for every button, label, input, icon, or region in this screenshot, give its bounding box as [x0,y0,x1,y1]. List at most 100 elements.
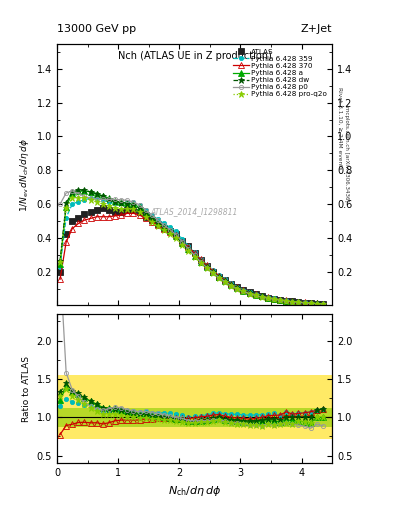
Pythia 6.428 dw [137,205,142,211]
Pythia 6.428 dw [70,189,75,195]
Legend: ATLAS, Pythia 6.428 359, Pythia 6.428 370, Pythia 6.428 a, Pythia 6.428 dw, Pyth: ATLAS, Pythia 6.428 359, Pythia 6.428 37… [231,47,329,99]
Pythia 6.428 370 [149,219,154,225]
Pythia 6.428 pro-q2o [229,283,233,289]
Pythia 6.428 dw [204,264,209,270]
Pythia 6.428 pro-q2o [309,300,313,306]
Pythia 6.428 dw [119,200,123,206]
Pythia 6.428 a [101,193,105,199]
Pythia 6.428 a [235,285,240,291]
Pythia 6.428 a [143,209,148,216]
Pythia 6.428 a [137,204,142,210]
Pythia 6.428 359 [107,199,111,205]
Pythia 6.428 dw [266,294,270,301]
Pythia 6.428 pro-q2o [156,223,160,229]
Line: Pythia 6.428 dw: Pythia 6.428 dw [57,187,327,307]
Pythia 6.428 359 [278,296,283,303]
Pythia 6.428 a [217,274,221,280]
ATLAS [94,207,99,213]
Pythia 6.428 370 [253,291,258,297]
Pythia 6.428 a [76,188,81,195]
Pythia 6.428 a [290,298,295,305]
Pythia 6.428 370 [94,214,99,220]
Pythia 6.428 359 [143,207,148,213]
ATLAS [192,250,197,256]
Pythia 6.428 pro-q2o [272,296,276,303]
Pythia 6.428 dw [82,187,87,193]
Pythia 6.428 dw [76,187,81,193]
Pythia 6.428 a [302,300,307,306]
Pythia 6.428 p0 [204,265,209,271]
Pythia 6.428 a [82,188,87,194]
Pythia 6.428 pro-q2o [94,199,99,205]
Pythia 6.428 370 [296,299,301,305]
ATLAS [70,218,75,224]
Text: mcplots.cern.ch [arXiv:1306.3436]: mcplots.cern.ch [arXiv:1306.3436] [344,106,349,201]
Pythia 6.428 p0 [186,246,191,252]
Pythia 6.428 370 [204,262,209,268]
Pythia 6.428 p0 [314,301,319,307]
Pythia 6.428 a [162,224,166,230]
Pythia 6.428 dw [284,297,288,304]
Pythia 6.428 p0 [266,295,270,301]
Pythia 6.428 p0 [125,197,130,203]
Pythia 6.428 370 [137,212,142,218]
Pythia 6.428 dw [107,196,111,202]
Pythia 6.428 359 [192,249,197,255]
ATLAS [156,221,160,227]
Pythia 6.428 359 [259,292,264,298]
Pythia 6.428 dw [149,216,154,222]
Pythia 6.428 dw [290,298,295,305]
Pythia 6.428 370 [88,216,93,222]
Pythia 6.428 a [284,298,288,304]
ATLAS [223,278,228,284]
Pythia 6.428 p0 [198,259,203,265]
Pythia 6.428 a [58,261,62,267]
Pythia 6.428 pro-q2o [302,300,307,306]
Pythia 6.428 359 [174,228,178,234]
Pythia 6.428 370 [217,272,221,279]
Pythia 6.428 p0 [296,300,301,306]
Pythia 6.428 359 [314,301,319,307]
Pythia 6.428 p0 [211,270,215,276]
Line: Pythia 6.428 370: Pythia 6.428 370 [57,210,326,307]
Pythia 6.428 pro-q2o [186,248,191,254]
ATLAS [302,300,307,306]
Pythia 6.428 pro-q2o [278,297,283,303]
ATLAS [131,207,136,213]
ATLAS [278,296,283,303]
Pythia 6.428 dw [253,292,258,298]
Pythia 6.428 pro-q2o [223,279,228,285]
Line: Pythia 6.428 359: Pythia 6.428 359 [58,196,325,306]
ATLAS [76,215,81,221]
ATLAS [137,208,142,215]
Pythia 6.428 pro-q2o [314,301,319,307]
Pythia 6.428 359 [247,289,252,295]
Pythia 6.428 370 [198,257,203,263]
Pythia 6.428 370 [192,250,197,257]
Pythia 6.428 pro-q2o [168,231,173,237]
Pythia 6.428 370 [302,300,307,306]
Pythia 6.428 359 [82,197,87,203]
Pythia 6.428 370 [309,300,313,306]
Pythia 6.428 359 [58,264,62,270]
ATLAS [180,238,185,244]
Pythia 6.428 370 [168,229,173,235]
Pythia 6.428 p0 [174,232,178,238]
ATLAS [253,291,258,297]
Pythia 6.428 pro-q2o [192,254,197,260]
Pythia 6.428 370 [229,281,233,287]
Pythia 6.428 370 [107,214,111,220]
Pythia 6.428 pro-q2o [101,201,105,207]
Pythia 6.428 pro-q2o [296,299,301,305]
Pythia 6.428 370 [180,239,185,245]
Pythia 6.428 dw [247,290,252,296]
Pythia 6.428 370 [278,296,283,303]
Pythia 6.428 370 [321,301,325,307]
Pythia 6.428 pro-q2o [125,206,130,212]
Pythia 6.428 359 [266,294,270,300]
Pythia 6.428 370 [174,232,178,239]
Pythia 6.428 pro-q2o [137,209,142,215]
Pythia 6.428 pro-q2o [107,203,111,209]
Pythia 6.428 359 [198,255,203,262]
Pythia 6.428 a [241,288,246,294]
